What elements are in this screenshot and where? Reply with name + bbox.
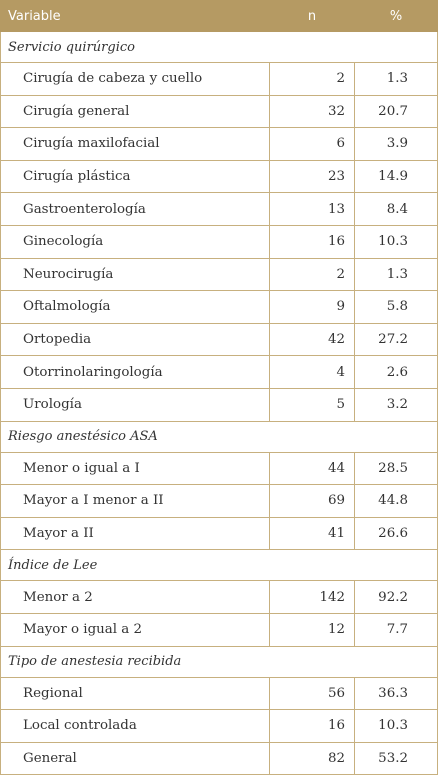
row-label: Urología	[0, 387, 270, 422]
row-percent: 7.7	[354, 612, 438, 647]
table-row: Oftalmología 9 5.8	[0, 290, 438, 324]
row-n: 42	[269, 322, 355, 357]
row-n: 82	[269, 741, 355, 776]
row-n: 6	[269, 127, 355, 161]
row-n: 44	[269, 451, 355, 486]
row-n: 4	[269, 355, 355, 389]
table-row: Ginecología 16 10.3	[0, 224, 438, 259]
row-percent: 26.6	[354, 516, 438, 551]
table-header: Variable n %	[0, 0, 438, 32]
section-row: Índice de Lee	[0, 549, 438, 582]
row-percent: 10.3	[354, 709, 438, 743]
table-row: Gastroenterología 13 8.4	[0, 192, 438, 226]
section-row: Servicio quirúrgico	[0, 31, 438, 63]
section-title: Servicio quirúrgico	[0, 31, 438, 63]
table-row: Menor o igual a I 44 28.5	[0, 451, 438, 486]
table-row: Mayor a II 41 26.6	[0, 516, 438, 551]
row-label: General	[0, 741, 270, 776]
row-percent: 92.2	[354, 580, 438, 614]
header-n: n	[269, 0, 355, 32]
row-percent: 8.4	[354, 192, 438, 226]
row-n: 16	[269, 709, 355, 743]
section-row: Tipo de anestesia recibida	[0, 645, 438, 678]
table-body: Servicio quirúrgico Cirugía de cabeza y c…	[0, 31, 438, 776]
row-percent: 5.8	[354, 290, 438, 324]
table-row: Ortopedia 42 27.2	[0, 322, 438, 357]
row-label: Cirugía plástica	[0, 159, 270, 194]
row-label: Cirugía maxilofacial	[0, 127, 270, 161]
section-title: Riesgo anestésico ASA	[0, 420, 438, 453]
row-n: 32	[269, 94, 355, 129]
row-label: Menor o igual a I	[0, 451, 270, 486]
table-row: Mayor a I menor a II 69 44.8	[0, 484, 438, 518]
row-n: 9	[269, 290, 355, 324]
row-percent: 28.5	[354, 451, 438, 486]
row-n: 69	[269, 484, 355, 518]
table-row: General 82 53.2	[0, 741, 438, 776]
row-label: Ginecología	[0, 224, 270, 259]
row-n: 142	[269, 580, 355, 614]
row-percent: 10.3	[354, 224, 438, 259]
table-row: Cirugía maxilofacial 6 3.9	[0, 127, 438, 161]
row-percent: 53.2	[354, 741, 438, 776]
row-label: Cirugía general	[0, 94, 270, 129]
table-row: Mayor o igual a 2 12 7.7	[0, 612, 438, 647]
row-label: Mayor a II	[0, 516, 270, 551]
row-percent: 36.3	[354, 676, 438, 711]
row-label: Otorrinolaringología	[0, 355, 270, 389]
row-n: 13	[269, 192, 355, 226]
table-row: Neurocirugía 2 1.3	[0, 257, 438, 292]
section-title: Tipo de anestesia recibida	[0, 645, 438, 678]
table-row: Menor a 2 142 92.2	[0, 580, 438, 614]
row-percent: 20.7	[354, 94, 438, 129]
row-label: Neurocirugía	[0, 257, 270, 292]
table-row: Regional 56 36.3	[0, 676, 438, 711]
row-n: 5	[269, 387, 355, 422]
row-label: Mayor o igual a 2	[0, 612, 270, 647]
table-row: Urología 5 3.2	[0, 387, 438, 422]
row-label: Menor a 2	[0, 580, 270, 614]
header-row: Variable n %	[0, 0, 438, 32]
row-percent: 27.2	[354, 322, 438, 357]
row-n: 2	[269, 62, 355, 96]
row-label: Mayor a I menor a II	[0, 484, 270, 518]
row-percent: 3.2	[354, 387, 438, 422]
header-variable: Variable	[0, 0, 270, 32]
header-percent: %	[354, 0, 438, 32]
row-label: Oftalmología	[0, 290, 270, 324]
table-row: Cirugía general 32 20.7	[0, 94, 438, 129]
section-title: Índice de Lee	[0, 549, 438, 582]
row-n: 56	[269, 676, 355, 711]
row-n: 2	[269, 257, 355, 292]
row-label: Ortopedia	[0, 322, 270, 357]
table-row: Local controlada 16 10.3	[0, 709, 438, 743]
row-percent: 1.3	[354, 257, 438, 292]
row-n: 23	[269, 159, 355, 194]
table-row: Cirugía de cabeza y cuello 2 1.3	[0, 62, 438, 96]
row-label: Regional	[0, 676, 270, 711]
row-label: Cirugía de cabeza y cuello	[0, 62, 270, 96]
row-label: Gastroenterología	[0, 192, 270, 226]
row-percent: 3.9	[354, 127, 438, 161]
row-n: 16	[269, 224, 355, 259]
table-row: Cirugía plástica 23 14.9	[0, 159, 438, 194]
row-percent: 2.6	[354, 355, 438, 389]
row-label: Local controlada	[0, 709, 270, 743]
row-n: 41	[269, 516, 355, 551]
row-percent: 14.9	[354, 159, 438, 194]
table-row: Otorrinolaringología 4 2.6	[0, 355, 438, 389]
row-percent: 1.3	[354, 62, 438, 96]
row-percent: 44.8	[354, 484, 438, 518]
section-row: Riesgo anestésico ASA	[0, 420, 438, 453]
row-n: 12	[269, 612, 355, 647]
